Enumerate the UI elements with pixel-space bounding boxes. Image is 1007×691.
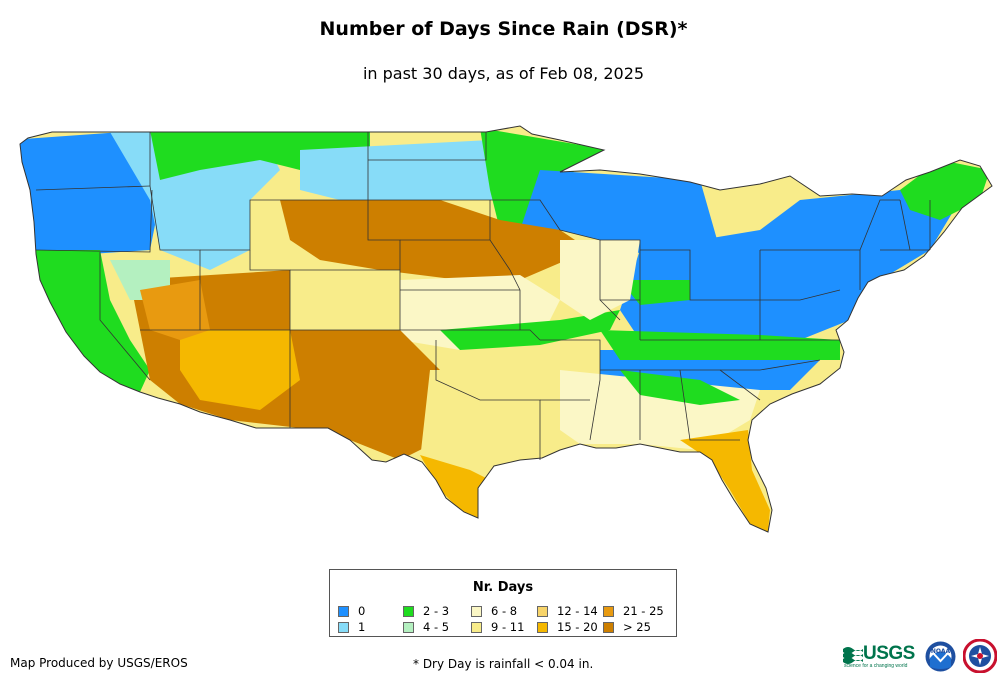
legend-swatch-3 (403, 622, 414, 633)
legend-label-9: > 25 (623, 620, 651, 634)
legend-label-0: 0 (358, 604, 366, 618)
noaa-logo: NOAA (925, 641, 956, 672)
legend-item-5: 9 - 11 (471, 620, 524, 634)
legend-label-8: 21 - 25 (623, 604, 664, 618)
legend-item-1: 1 (338, 620, 365, 634)
region-northrockies-lightblue (110, 132, 280, 270)
producer-credit: Map Produced by USGS/EROS (10, 656, 188, 670)
legend-swatch-1 (338, 622, 349, 633)
legend-swatch-4 (471, 606, 482, 617)
legend-label-3: 4 - 5 (423, 620, 450, 634)
region-pnw-blue (20, 130, 160, 256)
legend-label-1: 1 (358, 620, 366, 634)
legend-swatch-0 (338, 606, 349, 617)
region-newengland-green (900, 160, 990, 220)
region-northeast-blue (620, 190, 960, 340)
usgs-logo: USGS science for a changing world (843, 643, 919, 669)
legend-swatch-6 (537, 606, 548, 617)
nws-emblem-icon (962, 638, 998, 674)
legend-item-4: 6 - 8 (471, 604, 517, 618)
region-texascoast-orange (420, 455, 490, 520)
region-nevada-orange (140, 280, 210, 340)
region-westcoast-green (20, 250, 150, 392)
legend-label-7: 15 - 20 (557, 620, 598, 634)
legend-title: Nr. Days (472, 580, 534, 595)
legend-label-2: 2 - 3 (423, 604, 450, 618)
dry-day-footnote: * Dry Day is rainfall < 0.04 in. (413, 657, 594, 671)
legend-box: Nr. Days 0 1 2 - 3 4 - 5 6 - 8 9 - 11 12… (329, 569, 677, 637)
usgs-wave-icon (843, 647, 863, 664)
us-map (0, 110, 1007, 550)
us-map-svg (19, 125, 993, 533)
map-title: Number of Days Since Rain (DSR)* (319, 18, 688, 40)
nws-logo (962, 638, 998, 674)
us-outline (19, 125, 993, 533)
noaa-emblem-icon: NOAA (925, 641, 956, 672)
legend-swatch-2 (403, 606, 414, 617)
region-greatlakes-blue (520, 170, 720, 260)
legend-swatch-5 (471, 622, 482, 633)
region-arizona-lightorange (180, 330, 300, 410)
legend-label-4: 6 - 8 (491, 604, 518, 618)
region-green-streak-3 (620, 280, 690, 305)
region-colorado-yellow (290, 270, 400, 330)
region-dakotas-lightblue (300, 140, 530, 210)
state-boundaries (35, 132, 931, 460)
region-midsouth-green (600, 330, 840, 360)
legend-swatch-7 (537, 622, 548, 633)
legend-item-9: > 25 (603, 620, 651, 634)
legend-label-5: 9 - 11 (491, 620, 525, 634)
map-subtitle: in past 30 days, as of Feb 08, 2025 (362, 64, 645, 83)
region-florida-orange (680, 430, 770, 532)
legend-label-6: 12 - 14 (557, 604, 598, 618)
legend-item-6: 12 - 14 (537, 604, 598, 618)
usgs-tagline: science for a changing world (844, 663, 908, 669)
noaa-emblem-label: NOAA (931, 648, 951, 655)
legend-swatch-8 (603, 606, 614, 617)
usgs-wordmark: USGS (863, 643, 915, 664)
legend-item-2: 2 - 3 (403, 604, 449, 618)
legend-item-7: 15 - 20 (537, 620, 598, 634)
legend-swatch-9 (603, 622, 614, 633)
legend-item-0: 0 (338, 604, 365, 618)
legend-item-8: 21 - 25 (603, 604, 664, 618)
legend-item-3: 4 - 5 (403, 620, 449, 634)
region-green-streak-2 (620, 370, 740, 405)
